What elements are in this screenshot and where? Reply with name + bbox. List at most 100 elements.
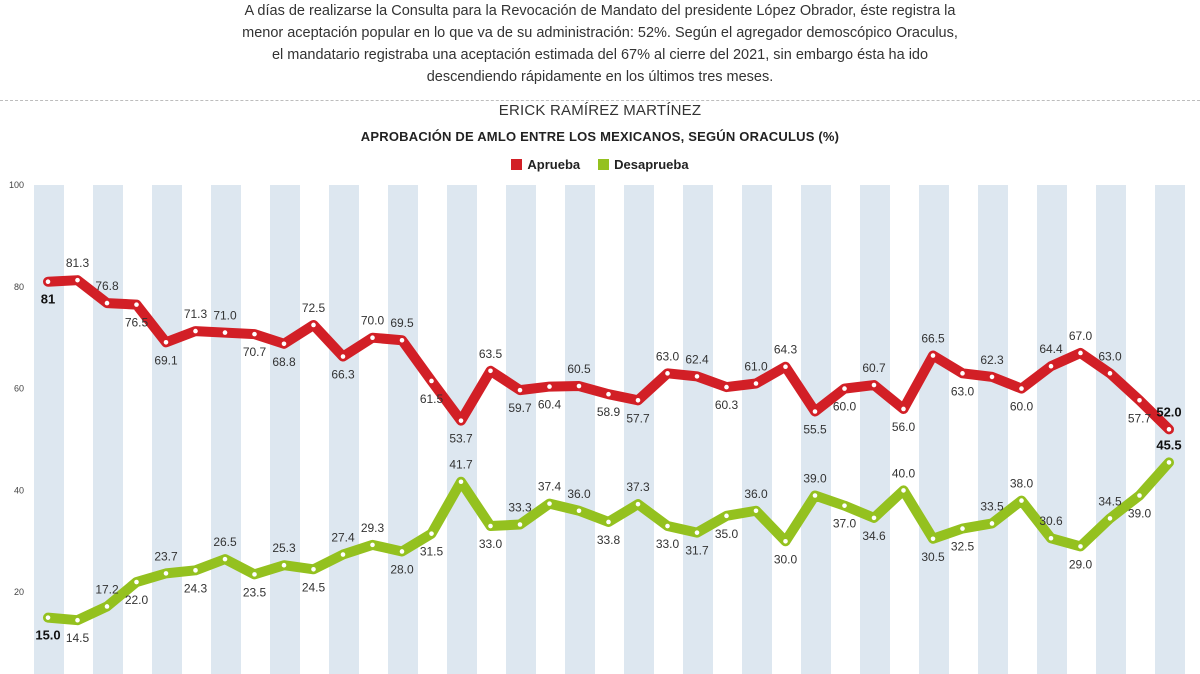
data-label: 76.5 — [125, 316, 149, 330]
grid-band — [329, 185, 359, 674]
data-point — [724, 384, 729, 390]
data-label: 63.0 — [1098, 349, 1122, 363]
data-label: 60.0 — [1010, 400, 1034, 414]
data-point — [134, 579, 139, 585]
data-label: 31.5 — [420, 545, 444, 559]
grid-band — [270, 185, 300, 674]
data-point — [1019, 386, 1024, 391]
data-point — [193, 568, 198, 573]
grid-band — [34, 185, 64, 674]
data-label: 62.3 — [980, 353, 1004, 367]
data-label: 58.9 — [597, 405, 621, 419]
data-label: 40.0 — [892, 466, 916, 480]
data-point — [812, 409, 818, 414]
data-point — [370, 542, 375, 548]
data-point — [488, 523, 493, 529]
author-byline: ERICK RAMÍREZ MARTÍNEZ — [498, 102, 702, 119]
grid-band — [506, 185, 536, 674]
data-point — [252, 572, 257, 577]
data-point — [163, 571, 169, 576]
data-point — [812, 493, 818, 498]
data-label: 60.7 — [862, 361, 886, 375]
data-label: 63.0 — [656, 349, 680, 363]
data-point — [1107, 371, 1113, 376]
data-point — [989, 374, 995, 380]
data-label: 33.0 — [656, 537, 680, 551]
data-point — [753, 508, 759, 514]
data-point — [930, 353, 936, 358]
data-label: 70.7 — [243, 345, 267, 359]
data-label: 56.0 — [892, 420, 916, 434]
data-point — [989, 521, 995, 526]
data-label: 60.4 — [538, 398, 562, 412]
data-label: 32.5 — [951, 540, 975, 554]
grid-band — [152, 185, 182, 674]
data-point — [724, 513, 729, 519]
data-point — [547, 384, 552, 389]
data-point — [1019, 498, 1024, 503]
data-point — [399, 337, 405, 343]
intro-line: descendiendo rápidamente en los últimos … — [426, 69, 774, 85]
data-point — [163, 339, 169, 345]
data-label: 37.0 — [833, 517, 857, 531]
data-point — [665, 523, 670, 529]
data-point — [222, 556, 228, 562]
data-point — [1137, 493, 1142, 498]
data-point — [281, 562, 287, 568]
y-tick-label: 60 — [14, 384, 24, 394]
data-point — [45, 615, 51, 620]
data-label: 33.5 — [980, 499, 1004, 513]
data-label: 60.3 — [715, 398, 739, 412]
data-point — [753, 381, 759, 386]
data-label: 53.7 — [449, 432, 473, 446]
data-point — [429, 378, 434, 384]
data-label: 24.5 — [302, 580, 326, 594]
data-label: 57.7 — [1128, 411, 1152, 425]
data-label: 26.5 — [213, 535, 237, 549]
data-label: 15.0 — [35, 628, 60, 643]
data-label: 62.4 — [685, 352, 709, 366]
data-label: 39.0 — [803, 471, 827, 485]
data-label: 36.0 — [744, 487, 768, 501]
data-label: 34.5 — [1098, 494, 1122, 508]
data-point — [783, 539, 788, 544]
data-point — [311, 322, 316, 328]
data-label: 63.0 — [951, 384, 975, 398]
data-label: 39.0 — [1128, 506, 1152, 520]
data-point — [281, 341, 287, 347]
data-label: 28.0 — [390, 562, 414, 576]
y-tick-label: 80 — [14, 282, 24, 292]
data-point — [901, 488, 906, 493]
data-label: 35.0 — [715, 527, 739, 541]
data-label: 38.0 — [1010, 477, 1034, 491]
data-point — [665, 371, 670, 376]
data-label: 61.5 — [420, 392, 444, 406]
data-point — [1137, 398, 1142, 403]
grid-band — [801, 185, 831, 674]
data-label: 69.5 — [390, 316, 414, 330]
data-point — [399, 549, 405, 554]
divider — [0, 100, 1200, 101]
grid-band — [565, 185, 595, 674]
grid-band — [978, 185, 1008, 674]
data-point — [311, 566, 316, 572]
grid-band — [1096, 185, 1126, 674]
data-label: 25.3 — [272, 541, 296, 555]
data-label: 30.0 — [774, 552, 798, 566]
y-tick-label: 100 — [9, 180, 24, 190]
data-point — [104, 604, 110, 609]
intro-text: A días de realizarse la Consulta para la… — [150, 0, 1050, 88]
data-point — [960, 371, 965, 376]
data-point — [842, 386, 847, 391]
data-label: 55.5 — [803, 423, 827, 437]
data-point — [488, 368, 493, 374]
y-tick-label: 40 — [14, 485, 24, 495]
data-label: 71.0 — [213, 309, 237, 323]
data-label: 33.3 — [508, 501, 532, 515]
data-label: 36.0 — [567, 487, 591, 501]
data-point — [694, 530, 700, 535]
data-label: 81.3 — [66, 256, 90, 270]
legend-label-desaprueba: Desaprueba — [614, 157, 689, 172]
data-label: 60.5 — [567, 362, 591, 376]
data-point — [75, 277, 80, 283]
